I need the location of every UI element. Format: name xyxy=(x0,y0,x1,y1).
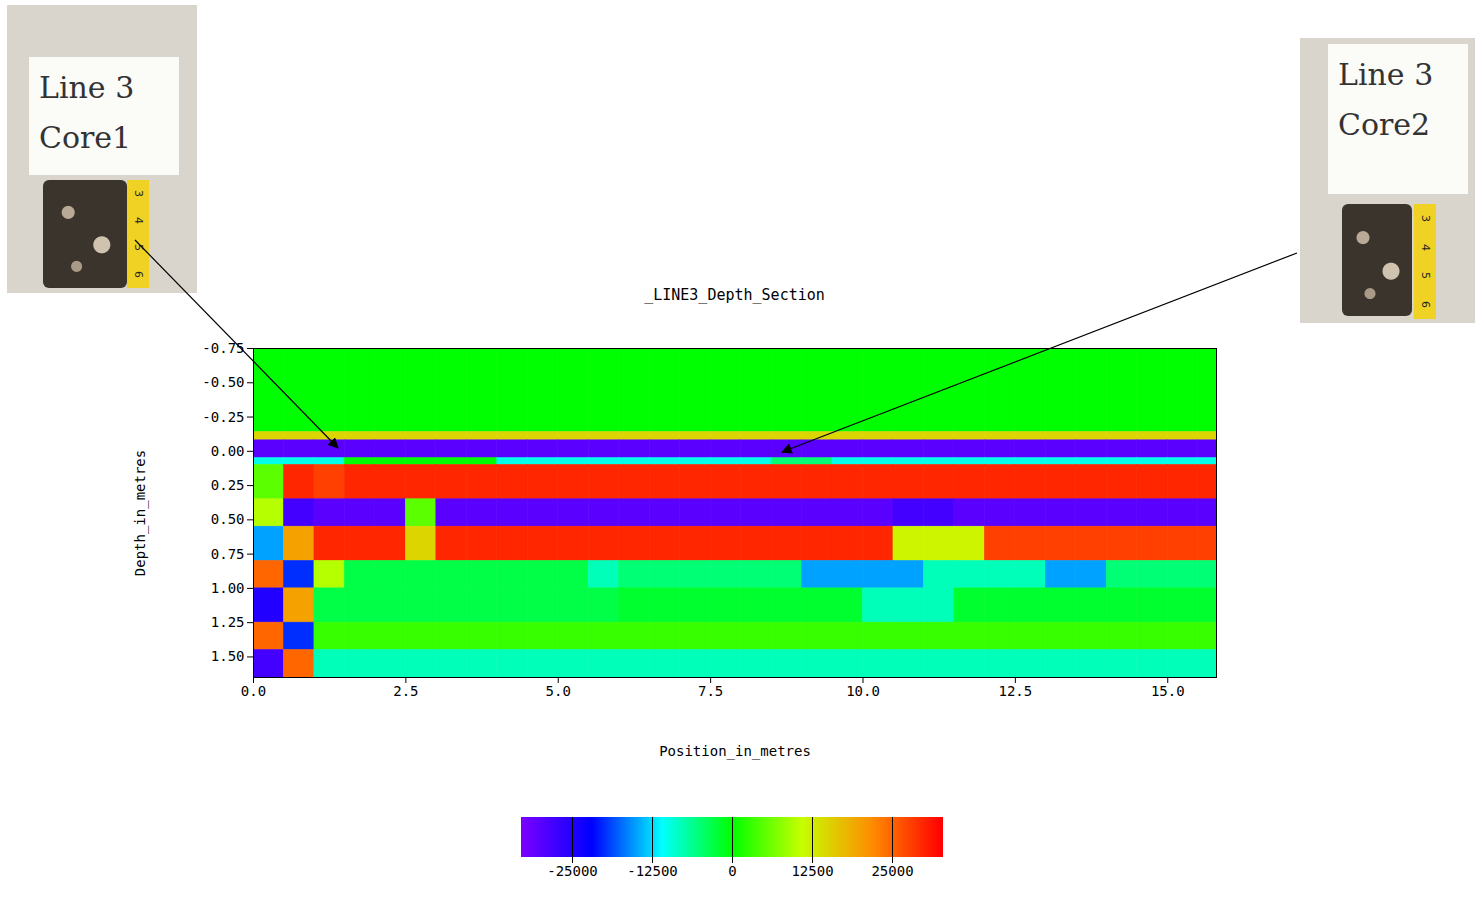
svg-text:0: 0 xyxy=(728,863,736,879)
svg-text:1.25: 1.25 xyxy=(211,614,245,630)
svg-text:1.50: 1.50 xyxy=(211,648,245,664)
html-text:Core1: Core1 xyxy=(39,120,132,155)
html-text:6: 6 xyxy=(131,271,145,278)
html-text:3: 3 xyxy=(131,190,145,197)
svg-text:-12500: -12500 xyxy=(627,863,678,879)
svg-text:0.75: 0.75 xyxy=(211,546,245,562)
svg-text:0.0: 0.0 xyxy=(241,683,266,699)
svg-text:Position_in_metres: Position_in_metres xyxy=(659,743,811,760)
html-text:4: 4 xyxy=(1418,243,1432,251)
svg-text:-0.50: -0.50 xyxy=(202,374,244,390)
html-text:5: 5 xyxy=(131,244,145,251)
html-text:Core2: Core2 xyxy=(1338,107,1431,142)
svg-text:12.5: 12.5 xyxy=(999,683,1033,699)
svg-text:0.00: 0.00 xyxy=(211,443,245,459)
svg-text:0.25: 0.25 xyxy=(211,477,245,493)
html-text:3: 3 xyxy=(1418,214,1432,222)
svg-text:Depth_in_metres: Depth_in_metres xyxy=(132,450,149,576)
svg-text:-0.25: -0.25 xyxy=(202,409,244,425)
svg-text:1.00: 1.00 xyxy=(211,580,245,596)
svg-text:0.50: 0.50 xyxy=(211,511,245,527)
html-text:6: 6 xyxy=(1418,301,1432,309)
html-text:4: 4 xyxy=(131,217,145,224)
html-text:_LINE3_Depth_Section: _LINE3_Depth_Section xyxy=(644,286,825,304)
svg-text:25000: 25000 xyxy=(871,863,913,879)
svg-text:10.0: 10.0 xyxy=(846,683,880,699)
svg-text:2.5: 2.5 xyxy=(393,683,418,699)
svg-text:5.0: 5.0 xyxy=(546,683,571,699)
html-text:5: 5 xyxy=(1418,272,1432,280)
svg-text:-0.75: -0.75 xyxy=(202,340,244,356)
html-text:Line 3: Line 3 xyxy=(1338,57,1434,92)
svg-text:7.5: 7.5 xyxy=(698,683,723,699)
svg-text:12500: 12500 xyxy=(791,863,833,879)
svg-text:15.0: 15.0 xyxy=(1151,683,1185,699)
svg-text:-25000: -25000 xyxy=(547,863,598,879)
html-text:Line 3: Line 3 xyxy=(39,70,135,105)
